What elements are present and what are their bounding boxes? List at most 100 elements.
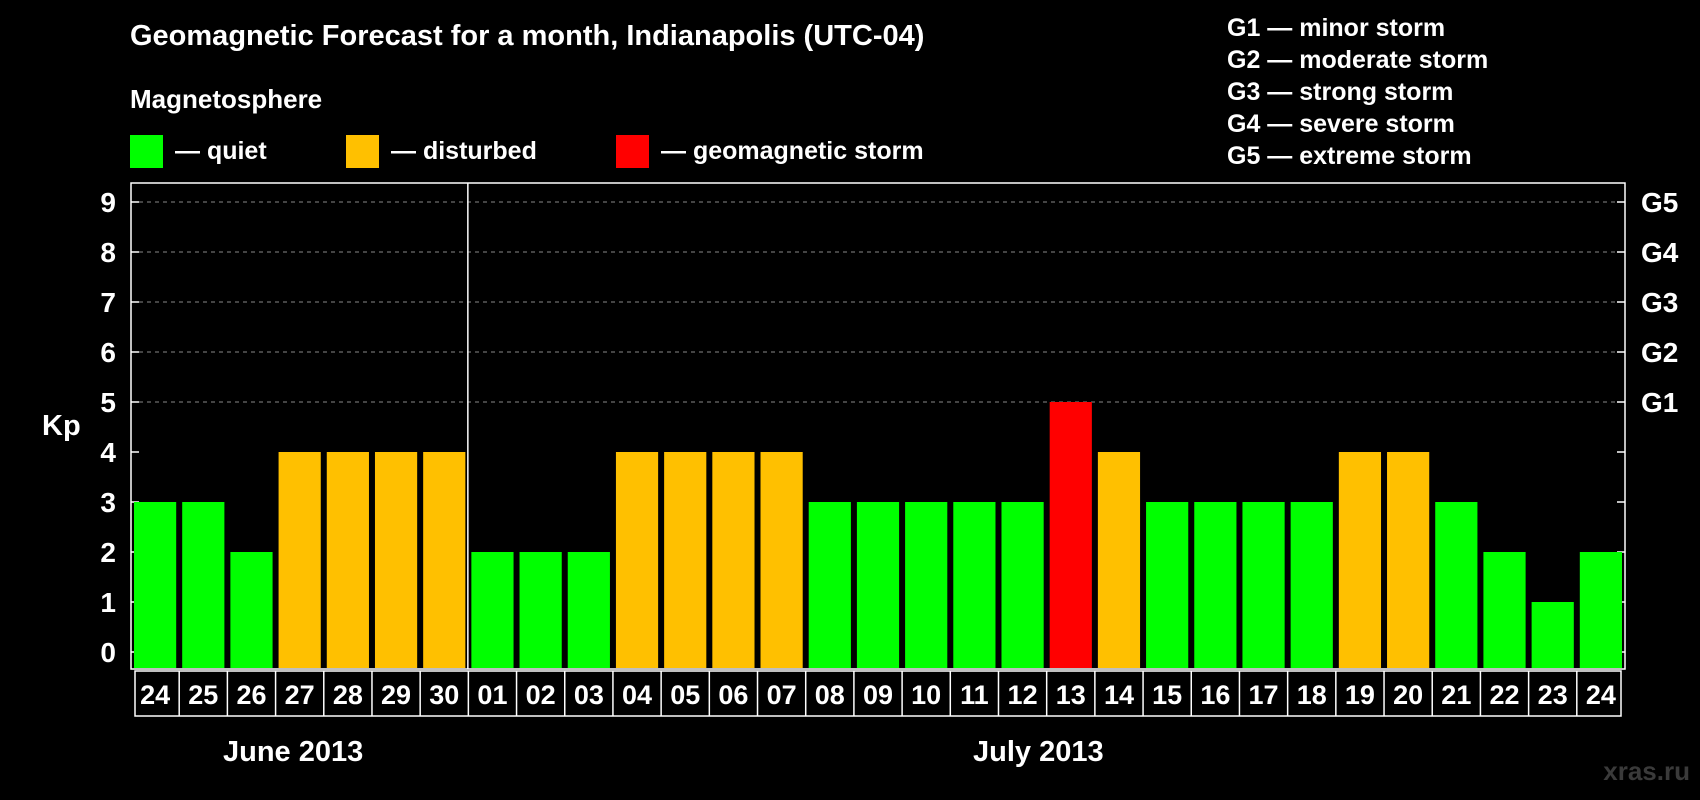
legend-storm: — geomagnetic storm — [616, 134, 924, 168]
magnetosphere-label: Magnetosphere — [130, 84, 323, 114]
legend-label-storm: — geomagnetic storm — [661, 136, 924, 165]
kp-bar — [1531, 602, 1574, 668]
watermark: xras.ru — [1603, 756, 1690, 786]
x-tick-label: 24 — [1586, 680, 1616, 710]
kp-bar — [1338, 452, 1382, 668]
x-tick-label: 02 — [526, 680, 556, 710]
x-tick-label: 30 — [429, 680, 459, 710]
kp-bar — [374, 452, 418, 668]
kp-bar — [905, 502, 948, 668]
kp-bar — [230, 552, 273, 668]
kp-bar — [134, 502, 177, 668]
kp-bar — [1097, 452, 1141, 668]
kp-bar — [1579, 552, 1622, 668]
x-tick-label: 05 — [670, 680, 700, 710]
x-tick-label: 15 — [1152, 680, 1182, 710]
kp-bar — [615, 452, 659, 668]
kp-bar — [471, 552, 514, 668]
g-axis-label: G1 — [1641, 387, 1678, 418]
kp-bar — [1146, 502, 1189, 668]
x-tick-label: 03 — [574, 680, 604, 710]
x-tick-label: 18 — [1297, 680, 1327, 710]
y-tick-label: 4 — [100, 437, 116, 468]
g-axis-label: G4 — [1641, 237, 1679, 268]
legend-disturbed: — disturbed — [346, 134, 537, 168]
kp-bar — [182, 502, 225, 668]
x-tick-label: 19 — [1345, 680, 1375, 710]
x-tick-label: 01 — [477, 680, 507, 710]
x-tick-label: 11 — [960, 680, 989, 710]
g-scale-legend: G1 — minor storm G2 — moderate storm G3 … — [1227, 12, 1488, 172]
y-axis-label: Kp — [42, 410, 81, 442]
x-tick-label: 17 — [1249, 680, 1279, 710]
y-tick-label: 9 — [100, 187, 116, 218]
y-tick-label: 1 — [100, 587, 116, 618]
g-axis-label: G5 — [1641, 187, 1678, 218]
g-scale-item: G3 — strong storm — [1227, 78, 1454, 106]
kp-bar — [1387, 452, 1430, 668]
x-tick-label: 14 — [1104, 680, 1134, 710]
legend-quiet: — quiet — [130, 134, 267, 168]
kp-bar — [326, 452, 369, 668]
kp-bar — [567, 552, 610, 668]
g-scale-item: G4 — severe storm — [1227, 110, 1455, 138]
x-tick-label: 26 — [236, 680, 266, 710]
x-tick-label: 12 — [1008, 680, 1038, 710]
kp-bar — [1290, 502, 1333, 668]
month-label-june: June 2013 — [223, 736, 364, 768]
y-tick-label: 2 — [100, 537, 116, 568]
legend-swatch-quiet — [130, 134, 163, 168]
x-tick-label: 09 — [863, 680, 893, 710]
y-tick-label: 6 — [100, 337, 116, 368]
x-tick-label: 06 — [718, 680, 748, 710]
legend-swatch-storm — [616, 134, 649, 168]
g-axis-label: G2 — [1641, 337, 1678, 368]
kp-bar — [1435, 502, 1478, 668]
kp-bar — [1001, 502, 1044, 668]
legend-label-disturbed: — disturbed — [391, 136, 537, 165]
chart-title: Geomagnetic Forecast for a month, Indian… — [130, 20, 925, 52]
x-tick-label: 24 — [140, 680, 170, 710]
g-scale-item: G1 — minor storm — [1227, 14, 1446, 42]
g-scale-item: G2 — moderate storm — [1227, 46, 1489, 74]
y-tick-label: 5 — [100, 387, 116, 418]
x-tick-label: 22 — [1489, 680, 1519, 710]
x-tick-label: 04 — [622, 680, 652, 710]
x-tick-label: 28 — [333, 680, 363, 710]
kp-bar — [953, 502, 996, 668]
kp-bar — [519, 552, 562, 668]
kp-bar — [808, 502, 851, 668]
month-label-july: July 2013 — [973, 736, 1104, 768]
x-tick-label: 10 — [911, 680, 941, 710]
kp-bar — [760, 452, 803, 668]
kp-bar — [856, 502, 900, 668]
g-scale-item: G5 — extreme storm — [1227, 142, 1472, 170]
x-tick-label: 29 — [381, 680, 411, 710]
x-tick-label: 07 — [767, 680, 797, 710]
x-tick-label: 25 — [188, 680, 218, 710]
y-tick-label: 3 — [100, 487, 116, 518]
y-tick-label: 8 — [100, 237, 116, 268]
kp-bar — [1242, 502, 1285, 668]
kp-bar — [1049, 402, 1092, 668]
kp-bar — [423, 452, 466, 668]
x-tick-label: 13 — [1056, 680, 1086, 710]
date-axis-frame — [134, 670, 1622, 717]
kp-bar — [278, 452, 321, 668]
legend-swatch-disturbed — [346, 134, 379, 168]
x-tick-label: 16 — [1200, 680, 1230, 710]
x-tick-label: 20 — [1393, 680, 1423, 710]
x-tick-label: 21 — [1441, 680, 1471, 710]
x-tick-label: 27 — [285, 680, 315, 710]
x-tick-label: 23 — [1538, 680, 1568, 710]
kp-bar — [712, 452, 755, 668]
x-tick-label: 08 — [815, 680, 845, 710]
g-axis-label: G3 — [1641, 287, 1678, 318]
y-tick-label: 7 — [100, 287, 116, 318]
kp-bar — [1194, 502, 1237, 668]
plot-frame — [130, 182, 1626, 670]
legend-label-quiet: — quiet — [175, 136, 267, 165]
y-tick-label: 0 — [100, 637, 116, 668]
kp-bar — [664, 452, 707, 668]
